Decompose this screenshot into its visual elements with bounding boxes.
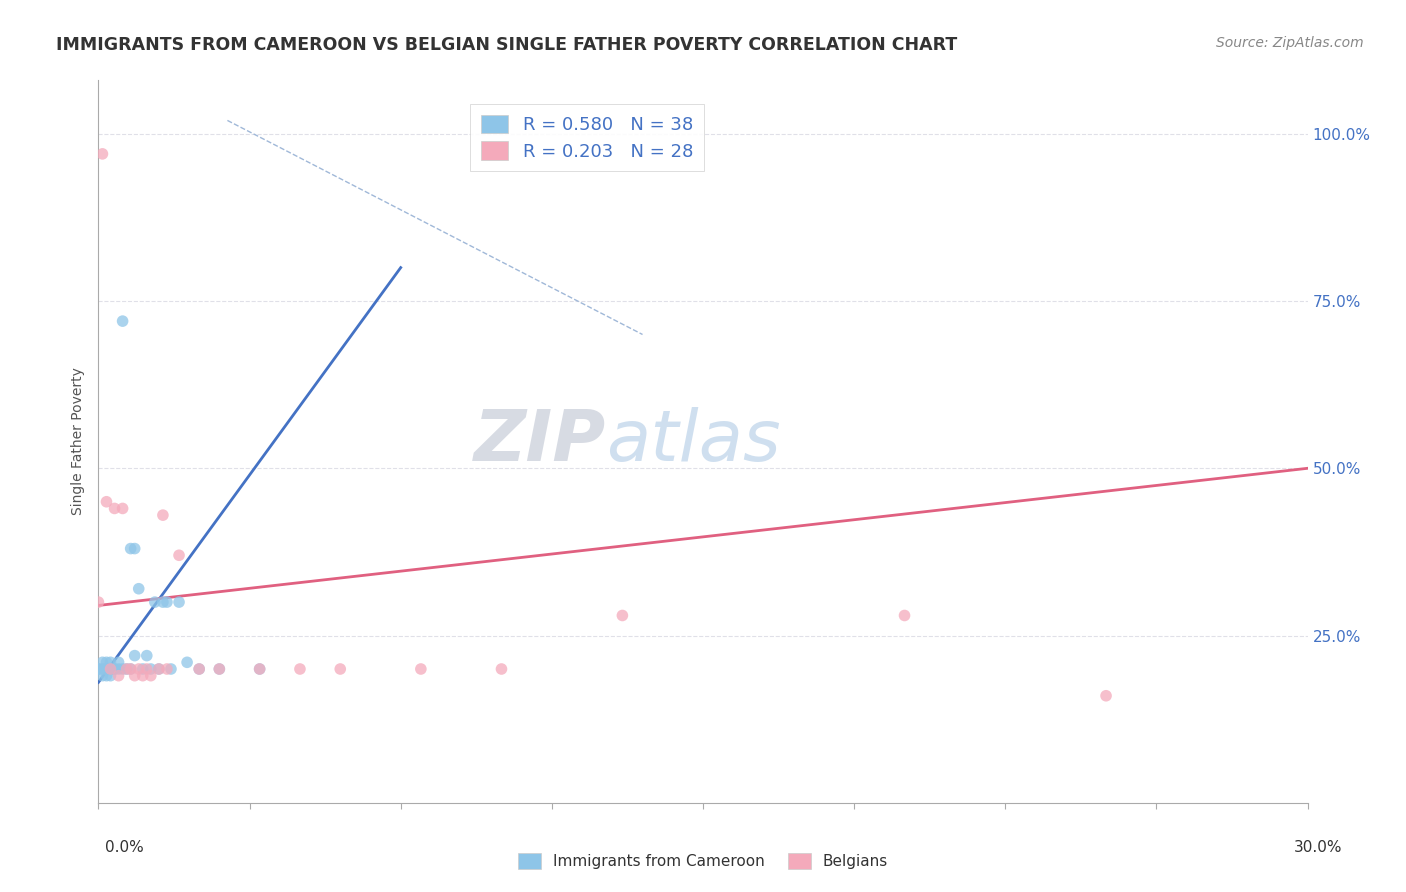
Point [100, 662, 122, 676]
Point [188, 662, 211, 676]
Point [288, 662, 311, 676]
Point [107, 669, 129, 683]
Point [1095, 689, 1118, 703]
Point [96, 655, 118, 669]
Point [115, 662, 138, 676]
Point [249, 662, 271, 676]
Point [139, 669, 162, 683]
Text: Source: ZipAtlas.com: Source: ZipAtlas.com [1216, 36, 1364, 50]
Point [148, 662, 170, 676]
Point [111, 314, 134, 328]
Point [135, 662, 157, 676]
Point [132, 669, 155, 683]
Point [124, 541, 146, 556]
Point [100, 662, 122, 676]
Point [91, 669, 114, 683]
Point [120, 662, 142, 676]
Point [249, 662, 271, 676]
Point [100, 669, 122, 683]
Point [124, 648, 146, 663]
Point [156, 595, 179, 609]
Point [188, 662, 211, 676]
Point [135, 648, 157, 663]
Point [167, 595, 190, 609]
Point [124, 669, 146, 683]
Point [103, 662, 125, 676]
Text: 0.0%: 0.0% [105, 840, 145, 855]
Text: atlas: atlas [606, 407, 780, 476]
Point [111, 501, 134, 516]
Point [409, 662, 432, 676]
Point [167, 548, 190, 563]
Point [208, 662, 231, 676]
Point [111, 662, 134, 676]
Legend: Immigrants from Cameroon, Belgians: Immigrants from Cameroon, Belgians [512, 847, 894, 875]
Point [208, 662, 231, 676]
Point [87, 662, 110, 676]
Point [152, 508, 174, 523]
Point [91, 655, 114, 669]
Point [143, 595, 166, 609]
Point [120, 662, 142, 676]
Y-axis label: Single Father Poverty: Single Father Poverty [70, 368, 84, 516]
Point [120, 541, 142, 556]
Point [156, 662, 179, 676]
Point [115, 662, 138, 676]
Text: 30.0%: 30.0% [1295, 840, 1343, 855]
Point [103, 501, 125, 516]
Point [893, 608, 915, 623]
Point [107, 655, 129, 669]
Point [96, 662, 118, 676]
Point [96, 662, 118, 676]
Point [91, 662, 114, 676]
Point [103, 662, 125, 676]
Point [148, 662, 170, 676]
Point [132, 662, 155, 676]
Text: IMMIGRANTS FROM CAMEROON VS BELGIAN SINGLE FATHER POVERTY CORRELATION CHART: IMMIGRANTS FROM CAMEROON VS BELGIAN SING… [56, 36, 957, 54]
Point [100, 662, 122, 676]
Point [152, 595, 174, 609]
Point [96, 669, 118, 683]
Text: ZIP: ZIP [474, 407, 606, 476]
Legend: R = 0.580   N = 38, R = 0.203   N = 28: R = 0.580 N = 38, R = 0.203 N = 28 [470, 103, 704, 171]
Point [87, 662, 110, 676]
Point [139, 662, 162, 676]
Point [87, 595, 110, 609]
Point [612, 608, 634, 623]
Point [176, 655, 198, 669]
Point [107, 662, 129, 676]
Point [96, 494, 118, 508]
Point [128, 662, 150, 676]
Point [491, 662, 513, 676]
Point [160, 662, 183, 676]
Point [91, 147, 114, 161]
Point [329, 662, 352, 676]
Point [128, 582, 150, 596]
Point [100, 655, 122, 669]
